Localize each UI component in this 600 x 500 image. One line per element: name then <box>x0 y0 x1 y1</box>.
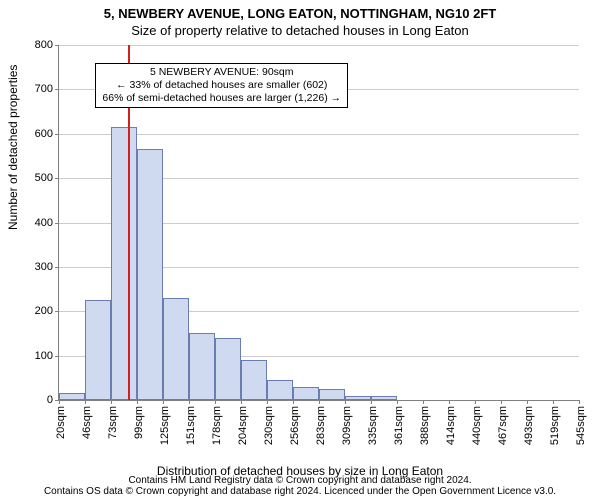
x-tick-label: 204sqm <box>237 400 249 445</box>
y-tick-mark <box>55 223 59 224</box>
histogram-bar <box>215 338 241 400</box>
x-tick-label: 99sqm <box>133 400 145 439</box>
x-tick-label: 125sqm <box>159 400 171 445</box>
gridline-h <box>59 134 579 135</box>
x-tick-label: 467sqm <box>497 400 509 445</box>
x-tick-label: 178sqm <box>211 400 223 445</box>
x-tick-label: 388sqm <box>419 400 431 445</box>
y-tick-mark <box>55 89 59 90</box>
x-tick-label: 46sqm <box>81 400 93 439</box>
y-axis-label: Number of detached properties <box>6 65 20 230</box>
y-tick-label: 100 <box>35 350 53 362</box>
y-tick-label: 800 <box>35 39 53 51</box>
x-tick-label: 151sqm <box>185 400 197 445</box>
annotation-box: 5 NEWBERY AVENUE: 90sqm← 33% of detached… <box>95 63 348 108</box>
y-tick-mark <box>55 45 59 46</box>
x-tick-label: 361sqm <box>393 400 405 445</box>
y-tick-label: 500 <box>35 172 53 184</box>
histogram-bar <box>241 360 267 400</box>
y-tick-mark <box>55 356 59 357</box>
x-tick-label: 335sqm <box>367 400 379 445</box>
histogram-bar <box>137 149 163 400</box>
y-tick-mark <box>55 134 59 135</box>
x-tick-label: 230sqm <box>263 400 275 445</box>
y-tick-mark <box>55 267 59 268</box>
x-tick-label: 283sqm <box>315 400 327 445</box>
x-tick-label: 20sqm <box>55 400 67 439</box>
histogram-bar <box>59 393 85 400</box>
y-tick-label: 400 <box>35 217 53 229</box>
x-tick-label: 493sqm <box>523 400 535 445</box>
histogram-bar <box>267 380 293 400</box>
x-tick-label: 256sqm <box>289 400 301 445</box>
x-tick-label: 414sqm <box>445 400 457 445</box>
histogram-bar <box>111 127 137 400</box>
histogram-bar <box>319 389 345 400</box>
y-tick-label: 700 <box>35 83 53 95</box>
chart-footer: Contains HM Land Registry data © Crown c… <box>0 475 600 497</box>
histogram-bar <box>189 333 215 400</box>
histogram-bar <box>293 387 319 400</box>
y-tick-label: 0 <box>47 394 53 406</box>
x-tick-label: 440sqm <box>471 400 483 445</box>
gridline-h <box>59 45 579 46</box>
y-tick-label: 300 <box>35 261 53 273</box>
chart-title-sub: Size of property relative to detached ho… <box>0 21 600 38</box>
y-tick-label: 600 <box>35 128 53 140</box>
x-tick-label: 309sqm <box>341 400 353 445</box>
histogram-bar <box>163 298 189 400</box>
x-tick-label: 519sqm <box>549 400 561 445</box>
chart-title-main: 5, NEWBERY AVENUE, LONG EATON, NOTTINGHA… <box>0 0 600 21</box>
x-tick-label: 73sqm <box>107 400 119 439</box>
chart-plot-area: 010020030040050060070080020sqm46sqm73sqm… <box>58 45 579 401</box>
histogram-bar <box>85 300 111 400</box>
y-tick-mark <box>55 178 59 179</box>
y-tick-mark <box>55 311 59 312</box>
x-tick-label: 545sqm <box>575 400 587 445</box>
y-tick-label: 200 <box>35 305 53 317</box>
